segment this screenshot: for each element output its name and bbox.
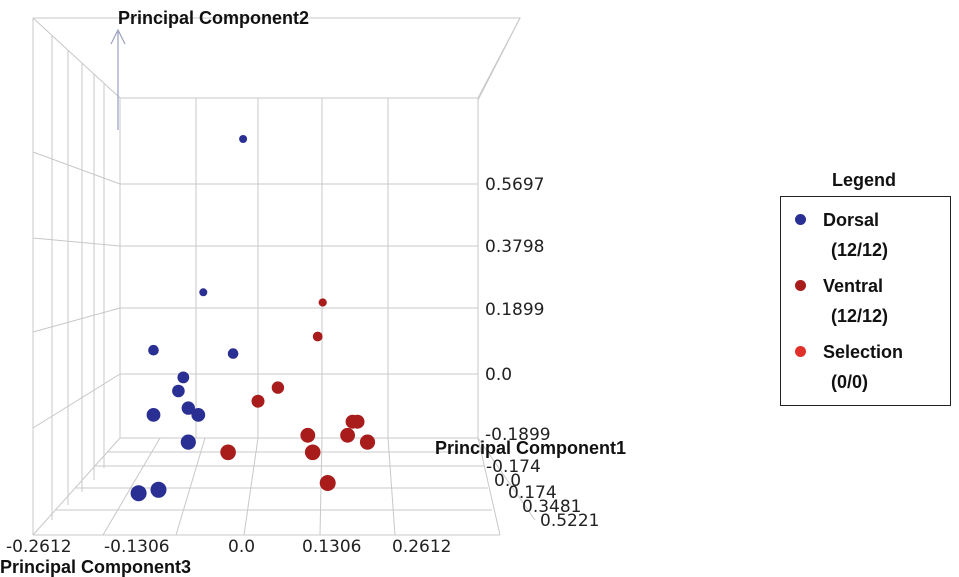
z-tick-label: 0.3481 [522, 497, 581, 517]
ventral-point [318, 298, 327, 307]
legend-marker-dorsal [795, 214, 806, 225]
dorsal-point [148, 344, 159, 356]
ventral-point [319, 475, 336, 491]
x-tick-label: -0.2612 [6, 537, 72, 557]
z-tick-label: 0.0 [494, 471, 521, 491]
dorsal-point [227, 348, 239, 359]
legend-marker-selection [795, 346, 806, 357]
data-points [130, 135, 376, 502]
box-grid [32, 17, 536, 536]
z-axis-label: Principal Component1 [435, 438, 626, 458]
ventral-point [359, 434, 376, 450]
legend-label: Dorsal [823, 210, 880, 230]
legend-label: Ventral [823, 276, 884, 296]
y-tick-label: 0.0 [485, 365, 512, 385]
legend-label: Selection [823, 342, 904, 362]
z-tick-label: 0.174 [508, 483, 557, 503]
ventral-point [304, 444, 321, 461]
dorsal-point [150, 481, 167, 498]
z-tick-labels: -0.174 0.0 0.174 0.3481 0.5221 [486, 457, 599, 531]
ventral-point [271, 381, 285, 394]
y-tick-label: 0.1899 [485, 300, 544, 320]
ventral-point [251, 394, 265, 408]
ventral-point [345, 414, 360, 429]
x-tick-label: 0.2612 [392, 537, 451, 557]
x-tick-labels: -0.2612 -0.1306 0.0 0.1306 0.2612 [6, 537, 451, 557]
dorsal-point [199, 288, 208, 297]
y-tick-label: -0.1899 [485, 425, 551, 445]
legend-marker-ventral [795, 280, 806, 291]
x-tick-label: -0.1306 [104, 537, 170, 557]
dorsal-point [181, 401, 195, 415]
dorsal-point [130, 485, 147, 502]
x-tick-label: 0.0 [228, 537, 255, 557]
dorsal-point [172, 384, 185, 398]
legend-count: (12/12) [831, 306, 889, 326]
dorsal-point [177, 371, 190, 384]
dorsal-point [180, 434, 196, 450]
y-axis-label: Principal Component2 [118, 8, 309, 28]
ventral-point [312, 331, 323, 342]
y-tick-label: 0.3798 [485, 237, 544, 257]
dorsal-point [191, 408, 206, 422]
ventral-point [220, 444, 236, 461]
y-tick-label: 0.5697 [485, 175, 544, 195]
legend-count: (0/0) [831, 372, 869, 392]
dorsal-point [239, 135, 248, 143]
legend-count: (12/12) [831, 240, 889, 260]
x-tick-label: 0.1306 [302, 537, 361, 557]
y-tick-labels: 0.5697 0.3798 0.1899 0.0 -0.1899 [485, 175, 551, 445]
x-axis-label: Principal Component3 [0, 557, 191, 577]
legend: Dorsal (12/12) Ventral (12/12) Selection… [780, 196, 951, 406]
dorsal-point [146, 408, 161, 422]
legend-title: Legend [832, 170, 897, 190]
ventral-point [340, 427, 355, 443]
ventral-point [300, 427, 316, 443]
z-tick-label: -0.174 [486, 457, 541, 477]
z-tick-label: 0.5221 [540, 511, 599, 531]
